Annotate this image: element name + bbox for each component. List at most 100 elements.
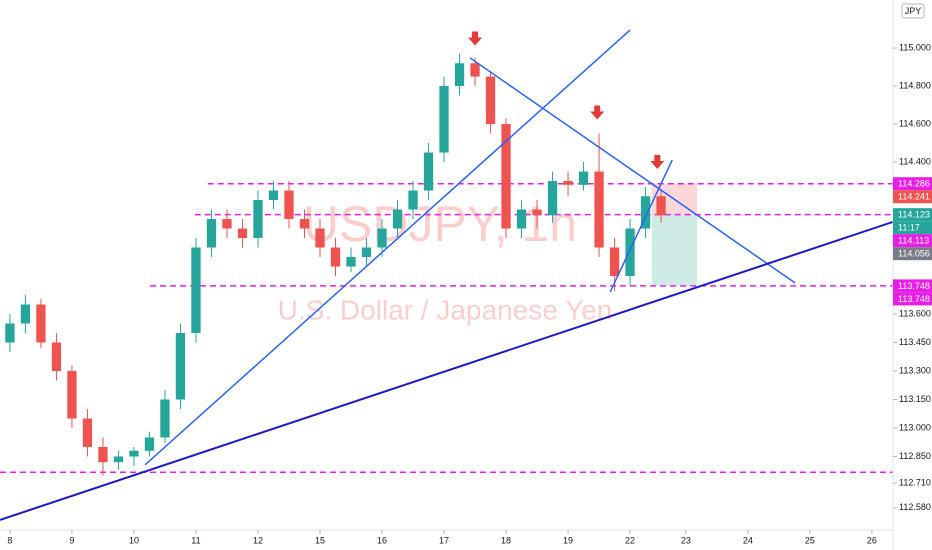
candle-body xyxy=(191,247,201,334)
x-tick-label: 23 xyxy=(681,535,691,545)
arrow-marker xyxy=(468,31,483,46)
price-tag xyxy=(893,190,932,204)
candle-body xyxy=(36,304,46,343)
trendline xyxy=(609,159,673,293)
candle-body xyxy=(547,181,558,216)
x-tick-label: 25 xyxy=(805,535,815,545)
y-tick-label: 114.600 xyxy=(899,118,931,128)
x-tick-label: 11 xyxy=(191,535,200,545)
candle-body xyxy=(299,219,310,229)
price-tag xyxy=(893,208,932,222)
candle-body xyxy=(253,200,263,239)
price-tag-label: 113.748 xyxy=(898,294,930,304)
currency-label[interactable]: JPY xyxy=(905,6,922,16)
candle-body xyxy=(67,371,77,419)
watermark-description: U.S. Dollar / Japanese Yen xyxy=(278,294,613,325)
y-tick-label: 113.600 xyxy=(899,308,931,318)
x-tick-label: 24 xyxy=(743,535,753,545)
candle-body xyxy=(346,257,356,267)
candle-body xyxy=(501,124,511,229)
x-tick-label: 9 xyxy=(69,535,74,545)
x-tick-label: 8 xyxy=(7,535,12,545)
candle-body xyxy=(516,209,527,229)
trendline xyxy=(0,220,894,521)
price-tag-label: 114.123 xyxy=(898,210,930,220)
candle-body xyxy=(98,446,108,463)
price-tag-label: 113.748 xyxy=(898,281,930,291)
currency-button[interactable] xyxy=(901,3,925,19)
y-tick-label: 115.000 xyxy=(899,42,931,52)
target-zone xyxy=(651,214,698,286)
price-tag xyxy=(893,247,932,261)
countdown-box xyxy=(893,221,932,235)
candle-body xyxy=(563,181,573,185)
x-tick-label: 26 xyxy=(867,535,877,545)
x-tick-label: 15 xyxy=(315,535,325,545)
candle-body xyxy=(284,190,294,220)
candle-body xyxy=(160,399,170,438)
candle-body xyxy=(377,228,387,248)
watermark-symbol: USDJPY, 1h xyxy=(303,196,577,252)
y-tick-label: 113.450 xyxy=(899,337,931,347)
y-tick-label: 113.300 xyxy=(899,365,931,375)
candle-body xyxy=(82,418,93,447)
x-tick-label: 16 xyxy=(377,535,387,545)
candle-body xyxy=(222,219,232,229)
y-tick-label: 112.710 xyxy=(899,477,931,487)
price-tag-label: 114.056 xyxy=(898,249,930,259)
y-tick-label: 114.800 xyxy=(899,80,931,90)
x-tick-label: 22 xyxy=(625,535,635,545)
candle-body xyxy=(594,171,604,248)
candle-body xyxy=(423,152,434,191)
y-tick-label: 112.580 xyxy=(899,502,931,512)
price-tag xyxy=(893,177,932,191)
candle-body xyxy=(454,63,465,87)
candle-body xyxy=(439,86,449,153)
candle-body xyxy=(237,228,248,239)
candle-body xyxy=(640,196,651,229)
countdown: 11:17 xyxy=(898,223,920,233)
y-tick-label: 113.000 xyxy=(899,422,931,432)
candle-body xyxy=(175,333,186,400)
x-tick-label: 19 xyxy=(563,535,573,545)
candle-body xyxy=(470,63,480,77)
candle-body xyxy=(51,342,62,371)
price-tag xyxy=(893,279,932,293)
candle-body xyxy=(129,450,139,457)
candle-body xyxy=(408,190,418,210)
x-tick-label: 17 xyxy=(439,535,449,545)
candle-body xyxy=(144,437,155,451)
trendline xyxy=(144,29,631,466)
price-tag-label: 114.113 xyxy=(898,236,929,246)
candle-body xyxy=(625,228,635,277)
candle-body xyxy=(578,171,589,185)
candle-body xyxy=(361,247,372,258)
candle-body xyxy=(5,323,15,343)
x-tick-label: 18 xyxy=(501,535,511,545)
candle-body xyxy=(206,219,217,248)
candle-body xyxy=(315,228,325,248)
x-tick-label: 10 xyxy=(129,535,139,545)
candle-body xyxy=(485,76,496,125)
candle-body xyxy=(113,456,124,463)
y-tick-label: 113.150 xyxy=(899,394,931,404)
y-tick-label: 114.400 xyxy=(899,156,931,166)
trendline xyxy=(469,57,796,284)
price-tag xyxy=(893,292,932,306)
price-tag-label: 114.286 xyxy=(898,179,930,189)
candle-body xyxy=(392,209,403,229)
candle-body xyxy=(656,196,666,216)
x-tick-label: 12 xyxy=(253,535,263,545)
candle-body xyxy=(609,247,620,277)
price-tag-label: 114.241 xyxy=(898,192,930,202)
candle-body xyxy=(20,304,31,324)
price-tag xyxy=(893,234,932,248)
y-tick-label: 112.850 xyxy=(899,451,931,461)
arrow-marker xyxy=(650,154,665,169)
candle-body xyxy=(330,247,341,267)
candle-body xyxy=(532,209,542,216)
arrow-marker xyxy=(590,105,605,120)
plot-area xyxy=(0,29,894,521)
